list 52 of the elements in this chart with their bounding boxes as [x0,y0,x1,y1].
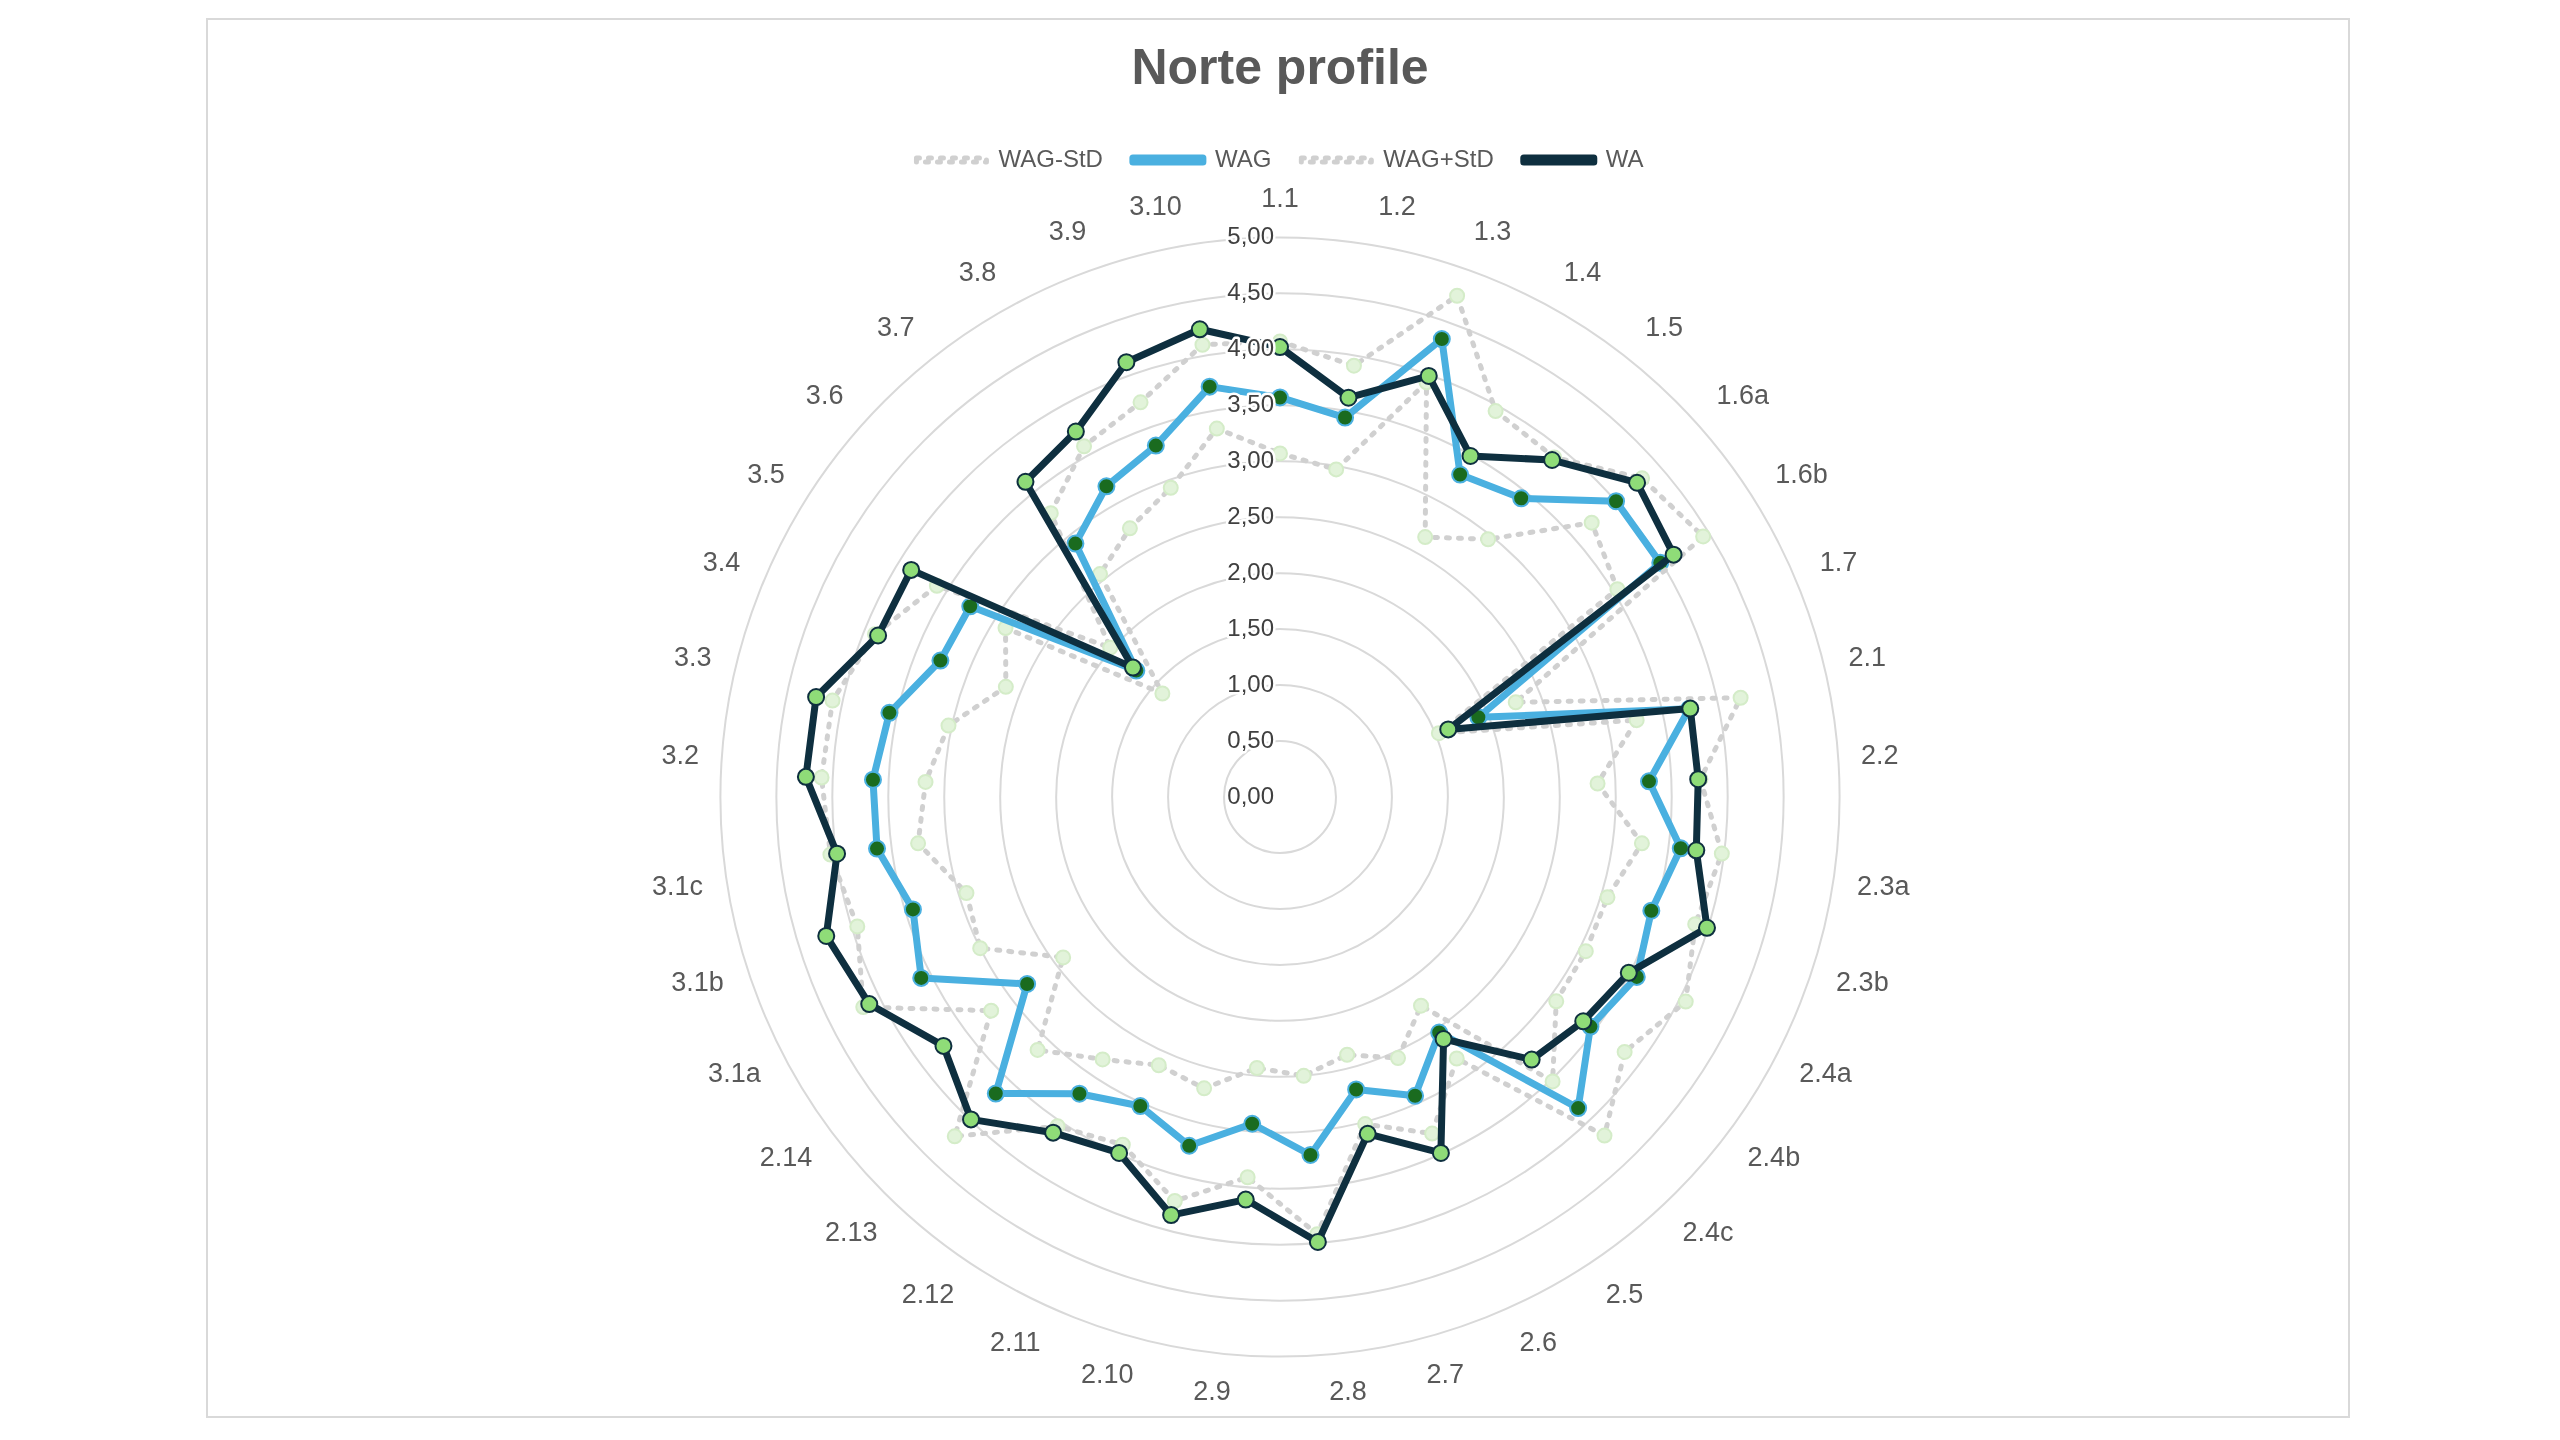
spoke-label: 2.4c [1682,1216,1734,1247]
y-tick-label: 5,00 [1227,222,1274,250]
spoke-label: 3.5 [747,459,785,490]
y-tick-label: 0,50 [1227,725,1274,753]
spoke-label: 2.1 [1848,641,1887,672]
spoke-label: 2.10 [1080,1359,1134,1390]
y-tick-label: 1,00 [1227,669,1274,697]
spoke-label: 3.1b [671,966,724,997]
spoke-label: 2.3a [1856,870,1911,901]
spoke-label: 2.5 [1605,1278,1644,1309]
spoke-label: 3.2 [661,739,699,770]
y-tick-label: 2,00 [1227,557,1274,585]
spoke-label: 1.1 [1261,182,1299,213]
spoke-label: 1.4 [1563,256,1602,287]
legend-label: WAG-StD [998,144,1103,172]
spoke-label: 2.2 [1861,739,1899,770]
spoke-label: 2.12 [901,1278,955,1309]
spoke-label: 2.4b [1747,1142,1801,1173]
y-tick-label: 2,50 [1227,501,1274,529]
spoke-label: 1.3 [1473,215,1512,246]
spoke-label: 3.1c [652,870,704,901]
spoke-label: 2.6 [1519,1326,1558,1357]
spoke-label: 1.7 [1819,547,1858,578]
spoke-label: 2.9 [1193,1376,1231,1407]
y-tick-label: 3,50 [1227,389,1274,417]
spoke-label: 2.3b [1836,966,1889,997]
y-tick-label: 3,00 [1227,445,1274,473]
spoke-label: 3.1a [708,1058,762,1089]
legend-label: WAG [1214,144,1272,172]
spoke-label: 2.11 [989,1326,1041,1357]
spoke-label: 3.7 [877,311,915,342]
spoke-label: 3.4 [702,547,741,578]
spoke-label: 3.8 [958,256,997,287]
spoke-label: 1.6b [1775,459,1828,490]
spoke-label: 3.3 [673,641,712,672]
spoke-label: 1.5 [1645,311,1683,342]
spoke-label: 3.9 [1048,215,1087,246]
spoke-label: 2.4a [1799,1058,1853,1089]
y-tick-label: 0,00 [1227,781,1274,809]
legend-label: WA [1605,144,1644,172]
y-tick-label: 4,50 [1227,277,1274,305]
spoke-label: 2.7 [1426,1359,1465,1390]
spoke-label: 2.14 [759,1142,813,1173]
spoke-label: 3.10 [1129,191,1182,222]
spoke-label: 1.2 [1378,191,1416,222]
spoke-label: 2.8 [1329,1376,1367,1407]
spoke-label: 2.13 [825,1216,878,1247]
legend-label: WAG+StD [1383,144,1494,172]
spoke-label: 3.6 [805,380,844,410]
y-tick-label: 1,50 [1227,613,1274,641]
spoke-label: 1.6a [1716,380,1771,410]
chart-title: Norte profile [1131,38,1429,95]
